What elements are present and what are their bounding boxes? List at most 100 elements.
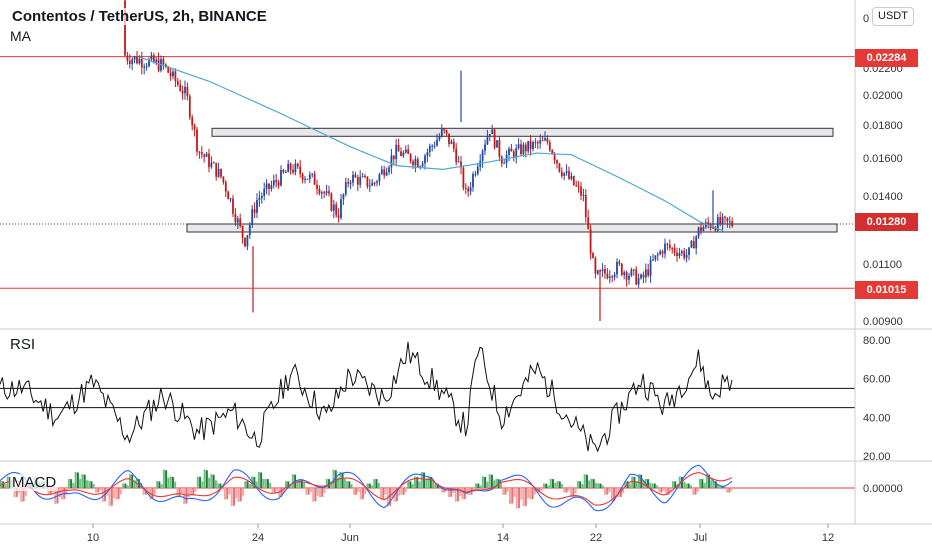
macd-histogram-bar (237, 488, 240, 502)
macd-histogram-bar (658, 488, 661, 493)
macd-histogram-bar (208, 477, 211, 488)
candle-body (232, 198, 234, 214)
candle-body (714, 227, 717, 231)
macd-histogram-bar (151, 488, 154, 500)
candle-body (402, 152, 405, 156)
macd-histogram-bar (341, 472, 344, 488)
macd-histogram-bar (395, 488, 398, 502)
macd-histogram-bar (585, 474, 588, 488)
macd-histogram-bar (328, 479, 331, 488)
macd-histogram-bar (723, 486, 726, 488)
candle-body (671, 248, 674, 250)
macd-histogram-bar (527, 488, 530, 499)
macd-histogram-bar (147, 488, 150, 492)
macd-title: MACD (10, 474, 59, 491)
macd-histogram-bar (219, 483, 222, 488)
candle-body (623, 272, 626, 275)
macd-histogram-bar (683, 481, 686, 488)
candle-body (551, 150, 554, 154)
macd-histogram-bar (373, 478, 376, 488)
candle-body (688, 247, 690, 255)
candle-body (652, 259, 654, 261)
macd-histogram-bar (699, 478, 702, 488)
candle-body (335, 204, 338, 216)
candle-body (536, 142, 539, 144)
macd-histogram-bar (518, 488, 521, 508)
candle-body (306, 178, 309, 180)
candle-body (580, 186, 582, 196)
candle-body (126, 55, 129, 61)
candle-body (344, 182, 347, 195)
candle-body (224, 182, 227, 192)
macd-histogram-bar (708, 474, 711, 488)
currency-button[interactable]: USDT (872, 7, 914, 26)
macd-histogram-bar (493, 480, 496, 488)
candle-body (167, 66, 170, 73)
macd-histogram-bar (371, 485, 373, 488)
macd-histogram-bar (409, 481, 412, 488)
candle-body (342, 194, 345, 200)
rsi-tick-label: 40.00 (863, 412, 891, 424)
candle-body (241, 225, 244, 238)
macd-histogram-bar (608, 488, 611, 492)
candle-body (582, 194, 585, 196)
macd-histogram-bar (443, 488, 446, 493)
rsi-pane (0, 341, 855, 453)
candle-body (152, 55, 155, 63)
macd-histogram-bar (203, 469, 206, 488)
candle-body (469, 187, 472, 192)
macd-histogram-bar (640, 474, 643, 488)
macd-histogram-bar (558, 481, 561, 488)
macd-histogram-bar (653, 483, 656, 488)
candle-body (212, 162, 215, 164)
macd-histogram-bar (701, 479, 704, 488)
macd-histogram-bar (529, 488, 532, 500)
macd-histogram-bar (167, 477, 170, 488)
candle-body (352, 174, 354, 183)
candle-body (265, 183, 268, 189)
candle-body (169, 72, 172, 77)
candle-body (498, 140, 501, 157)
candle-body (383, 169, 386, 176)
candle-body (697, 227, 700, 237)
macd-histogram-bar (223, 488, 226, 500)
macd-histogram-bar (434, 483, 437, 488)
macd-histogram-bar (92, 484, 95, 488)
macd-histogram-bar (613, 488, 616, 502)
macd-histogram-bar (628, 484, 631, 488)
macd-histogram-bar (160, 484, 163, 488)
candle-body (500, 156, 503, 164)
macd-histogram-bar (547, 485, 550, 488)
candle-body (484, 144, 486, 151)
time-tick-label: 14 (497, 532, 509, 544)
candle-body (707, 222, 710, 225)
candle-body (275, 180, 278, 183)
macd-tick-label: 0.00000 (863, 483, 903, 495)
macd-histogram-bar (171, 476, 174, 488)
candle-body (472, 174, 474, 188)
candle-body (565, 171, 568, 173)
macd-histogram-bar (515, 488, 518, 509)
candle-body (256, 199, 258, 213)
price-tick-label: 0.01600 (863, 153, 903, 165)
candle-body (664, 243, 666, 254)
macd-histogram-bar (303, 482, 306, 488)
macd-histogram-bar (318, 488, 321, 498)
candle-body (136, 56, 138, 64)
macd-histogram-bar (196, 476, 199, 488)
candle-body (313, 173, 316, 185)
macd-histogram-bar (563, 488, 566, 493)
candle-body (397, 144, 400, 152)
candle-body (695, 236, 698, 249)
macd-histogram-bar (24, 488, 27, 496)
candle-body (347, 182, 350, 184)
candle-body (248, 225, 251, 236)
candle-body (308, 174, 311, 180)
candle-body (414, 159, 417, 166)
candle-body (462, 167, 465, 188)
candle-body (191, 117, 194, 126)
macd-histogram-bar (226, 488, 229, 500)
candle-body (656, 254, 659, 256)
macd-histogram-bar (230, 488, 233, 507)
